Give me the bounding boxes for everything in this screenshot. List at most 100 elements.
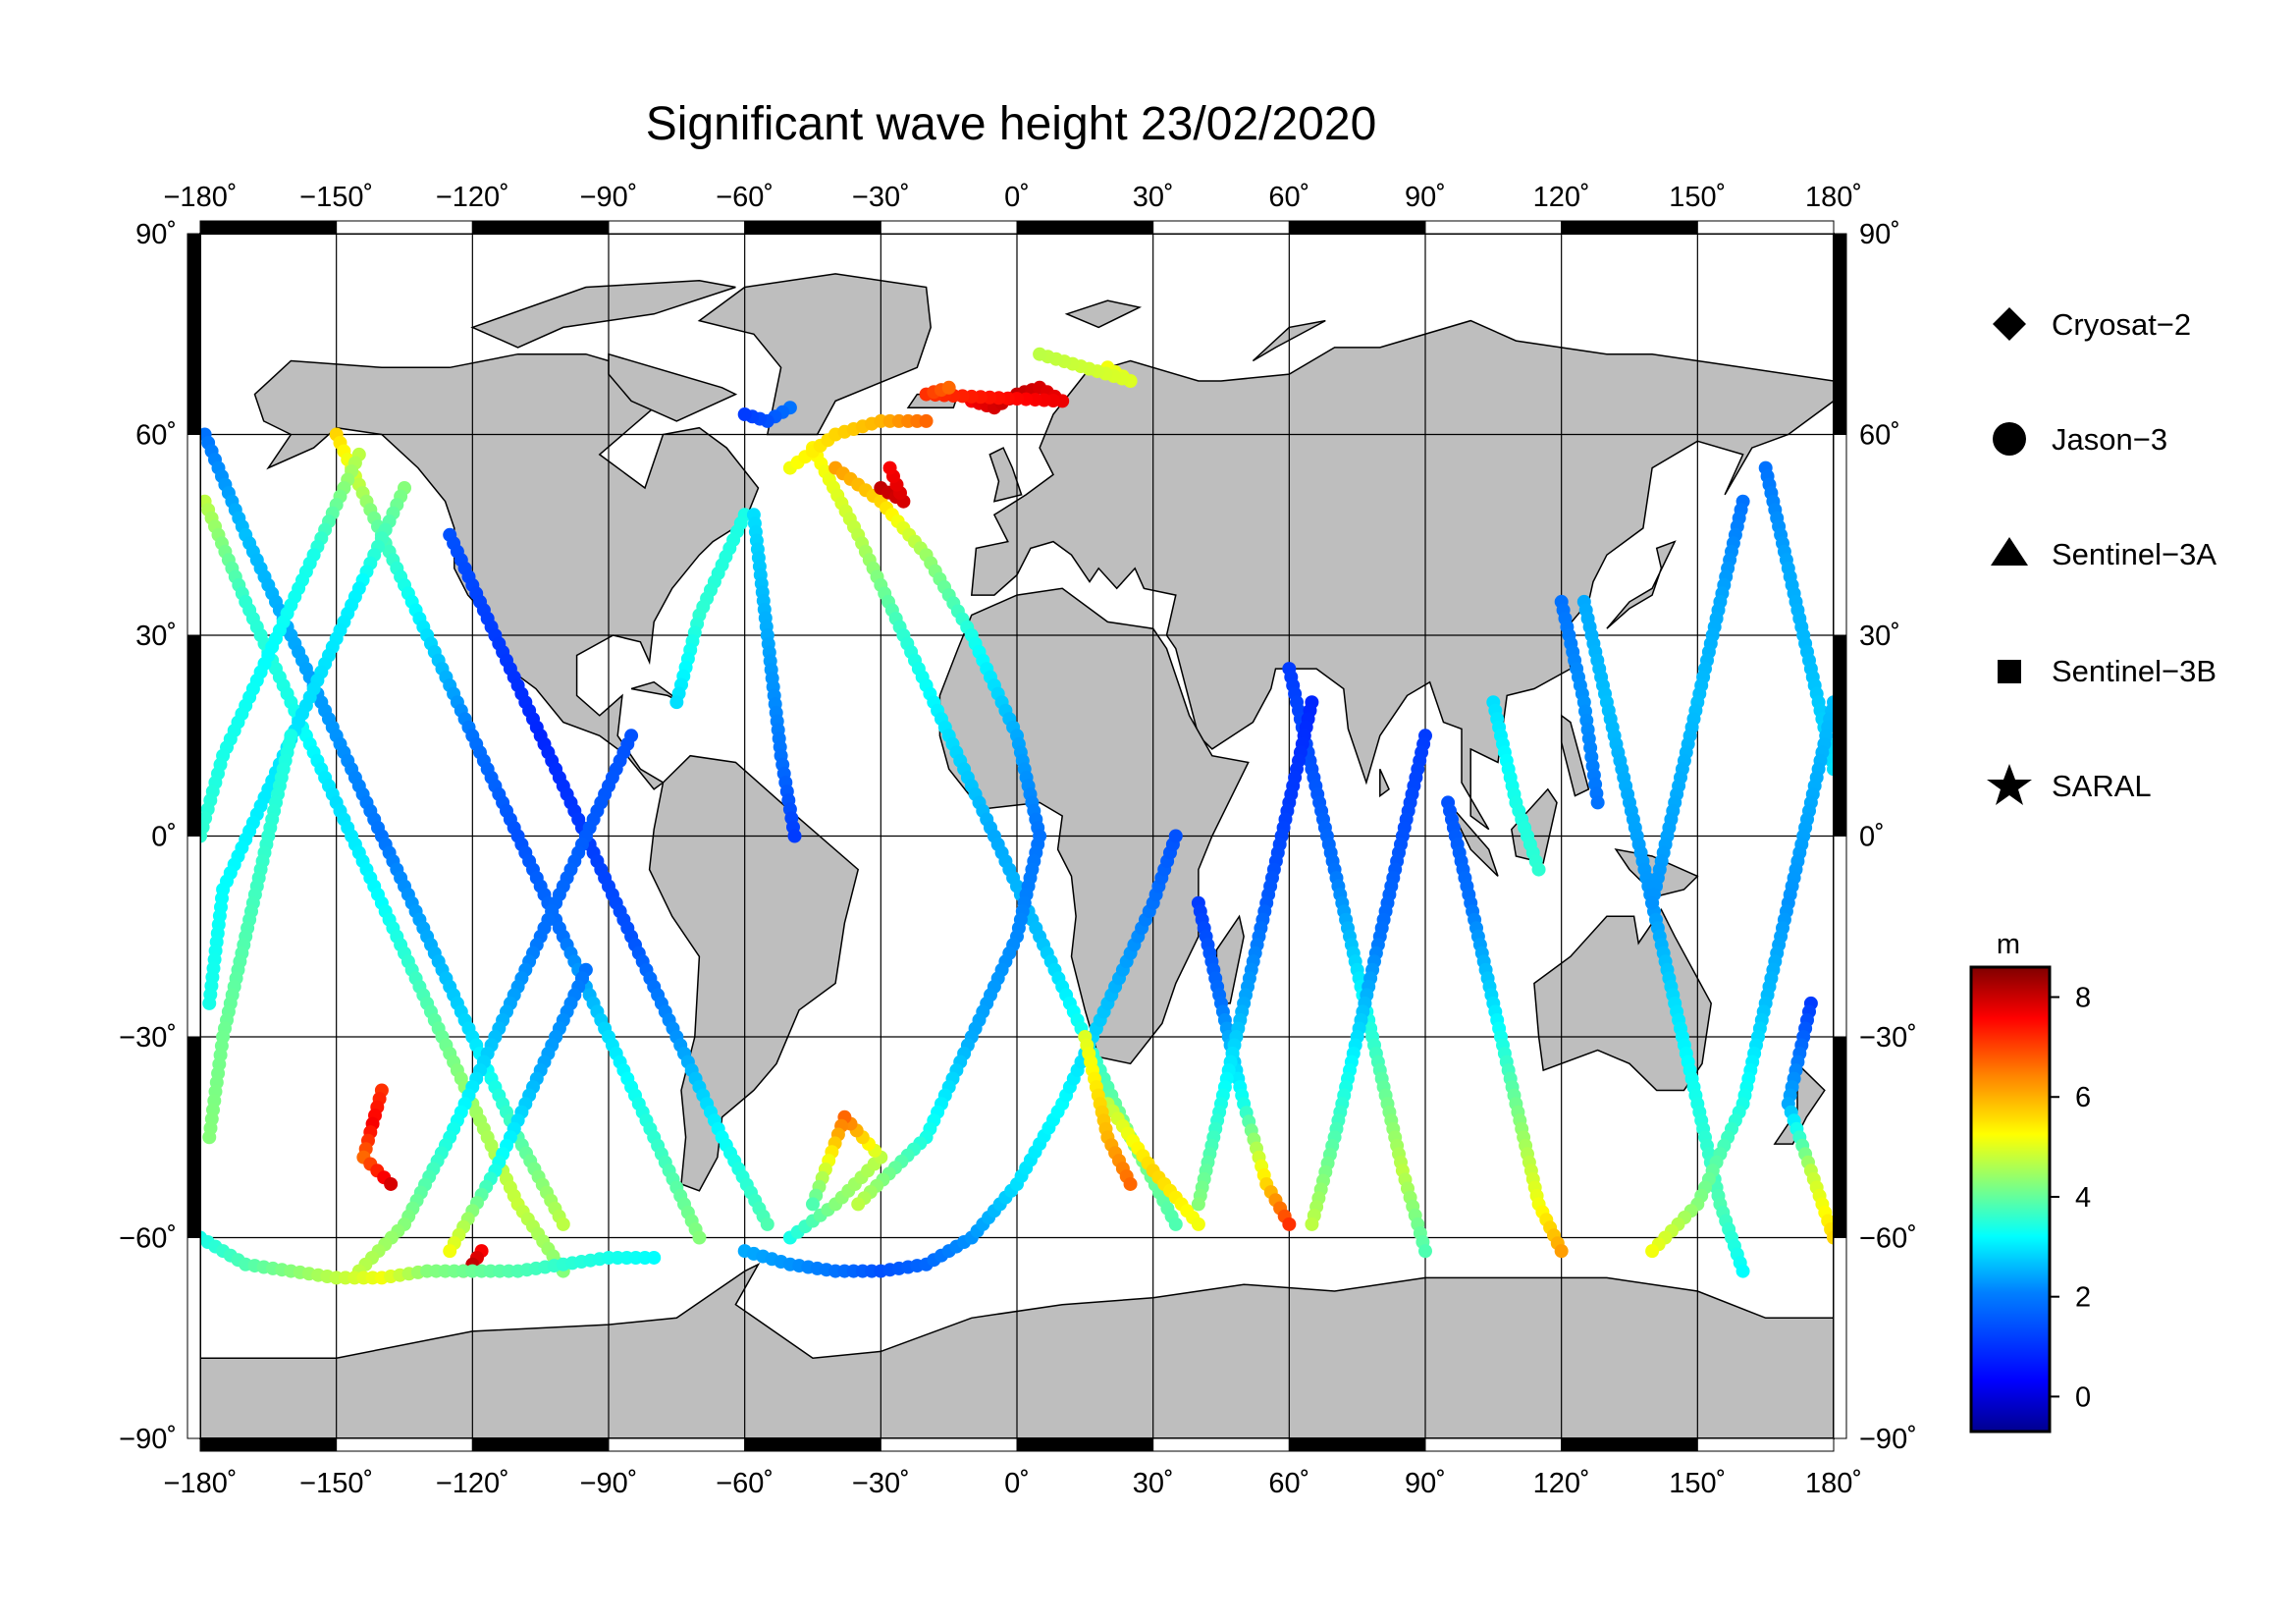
frame-segment xyxy=(1833,1036,1847,1238)
satellite-track xyxy=(356,1083,399,1191)
land-arctic-islands xyxy=(470,279,736,349)
satellite-track xyxy=(1191,695,1319,1212)
satellite-track xyxy=(782,1109,888,1245)
swh-point xyxy=(1282,1217,1297,1231)
frame-segment xyxy=(1288,1437,1426,1452)
frame-segment xyxy=(187,1237,201,1439)
chart-title: Significant wave height 23/02/2020 xyxy=(646,98,1377,150)
satellite-track xyxy=(828,460,1047,1212)
swh-point xyxy=(1168,829,1183,843)
lat-tick-label-left: 60˚ xyxy=(135,420,177,452)
lat-tick-label-right: −30˚ xyxy=(1859,1022,1917,1054)
frame-segment xyxy=(187,634,201,837)
world-map xyxy=(187,220,1847,1452)
frame-segment xyxy=(1152,220,1290,235)
lon-tick-label-top: 90˚ xyxy=(1405,182,1446,213)
satellite-track xyxy=(1645,695,1834,1259)
swh-point xyxy=(882,460,897,475)
frame-segment xyxy=(1696,1437,1835,1452)
lon-tick-label-top: 60˚ xyxy=(1268,182,1309,213)
land-north-america xyxy=(253,352,760,790)
lon-tick-label-top: 0˚ xyxy=(1004,182,1030,213)
satellite-track xyxy=(919,380,1070,415)
satellite-track xyxy=(1191,895,1297,1231)
square-icon xyxy=(1998,660,2021,683)
diamond-icon xyxy=(1993,307,2026,341)
lon-tick-label-top: −180˚ xyxy=(164,182,238,213)
swh-point xyxy=(806,1197,820,1212)
satellite-track xyxy=(200,1230,662,1285)
lon-tick-label-top: −30˚ xyxy=(852,182,910,213)
lon-tick-label-bottom: 30˚ xyxy=(1133,1468,1174,1499)
legend-label-jason: Jason−3 xyxy=(2052,422,2167,457)
satellite-track xyxy=(746,508,802,843)
swh-point xyxy=(1645,1244,1660,1259)
lon-tick-label-bottom: −180˚ xyxy=(164,1468,238,1499)
swh-point xyxy=(692,1230,707,1245)
lon-tick-label-bottom: 90˚ xyxy=(1405,1468,1446,1499)
satellite-track xyxy=(1576,594,1750,1278)
frame-segment xyxy=(1833,836,1847,1038)
swh-point xyxy=(1305,1217,1319,1231)
satellite-track xyxy=(669,508,752,710)
swh-point xyxy=(1418,1244,1432,1259)
colorbar-tick-label: 6 xyxy=(2075,1082,2091,1113)
lon-tick-label-bottom: 150˚ xyxy=(1669,1468,1726,1499)
circle-icon xyxy=(1993,422,2026,456)
lat-tick-label-left: −30˚ xyxy=(119,1022,177,1054)
lat-tick-label-left: 90˚ xyxy=(135,219,177,250)
swh-point xyxy=(1531,862,1546,877)
satellite-track xyxy=(1441,795,1569,1259)
lon-tick-label-top: 150˚ xyxy=(1669,182,1726,213)
swh-point xyxy=(1590,795,1605,810)
frame-segment xyxy=(1833,233,1847,435)
satellite-track xyxy=(1781,996,1834,1245)
frame-segment xyxy=(336,1437,473,1452)
frame-segment xyxy=(1833,434,1847,636)
frame-segment xyxy=(471,1437,610,1452)
lon-tick-label-bottom: 60˚ xyxy=(1268,1468,1309,1499)
colorbar-tick-label: 4 xyxy=(2075,1182,2091,1214)
satellite-track xyxy=(1645,494,1750,910)
lat-tick-label-left: 30˚ xyxy=(135,621,177,652)
satellite-track xyxy=(874,460,911,509)
swh-point xyxy=(737,407,752,422)
satellite-track xyxy=(202,481,411,1010)
land-borneo xyxy=(1511,787,1558,864)
lat-tick-label-right: 90˚ xyxy=(1859,219,1900,250)
swh-point xyxy=(1033,347,1047,361)
land-svalbard xyxy=(1064,299,1143,329)
satellite-track xyxy=(1305,729,1432,1231)
frame-segment xyxy=(1152,1437,1290,1452)
lon-tick-label-bottom: −30˚ xyxy=(852,1468,910,1499)
satellite-track xyxy=(1486,695,1546,877)
frame-segment xyxy=(187,233,201,435)
frame-segment xyxy=(880,220,1018,235)
satellite-track xyxy=(351,729,639,1278)
satellite-track xyxy=(200,447,366,843)
colorbar-ticks: 8 6 4 2 0 xyxy=(2050,983,2091,1413)
swh-point xyxy=(202,996,217,1010)
swh-point xyxy=(647,1250,662,1265)
frame-segment xyxy=(1561,220,1698,235)
frame-segment xyxy=(199,1437,338,1452)
lon-tick-label-bottom: 0˚ xyxy=(1004,1468,1030,1499)
lat-tick-label-left: −60˚ xyxy=(119,1223,177,1255)
legend-label-saral: SARAL xyxy=(2052,769,2152,803)
swh-point xyxy=(760,1217,774,1231)
frame-segment xyxy=(187,434,201,636)
map-frame-checker xyxy=(187,220,1847,1452)
swh-point xyxy=(202,1130,217,1145)
satellite-track xyxy=(1100,1097,1205,1231)
axis-tick-labels: −180˚ −180˚ −150˚ −150˚ −120˚ −120˚ −90˚ −90˚ −6… xyxy=(119,182,1917,1499)
satellite-track xyxy=(202,729,298,1145)
legend-label-sentinel3b: Sentinel−3B xyxy=(2052,654,2216,688)
swh-point xyxy=(1827,762,1834,777)
satellite-track xyxy=(200,427,570,1231)
frame-segment xyxy=(1016,1437,1154,1452)
swh-point xyxy=(1168,1217,1183,1231)
frame-segment xyxy=(1833,634,1847,837)
frame-segment xyxy=(1833,1237,1847,1439)
frame-segment xyxy=(744,1437,881,1452)
